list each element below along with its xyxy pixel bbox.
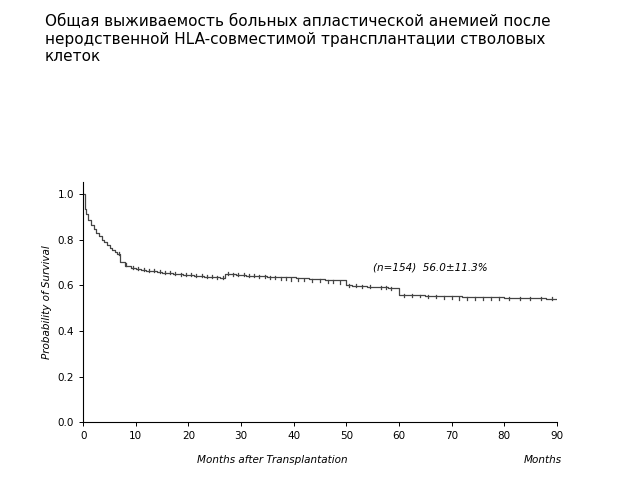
Text: Months: Months <box>524 455 561 465</box>
Text: Общая выживаемость больных апластической анемией после
неродственной HLA-совмест: Общая выживаемость больных апластической… <box>45 14 550 64</box>
Y-axis label: Probability of Survival: Probability of Survival <box>42 246 52 359</box>
Text: (n=154)  56.0±11.3%: (n=154) 56.0±11.3% <box>372 263 487 272</box>
Text: Months after Transplantation: Months after Transplantation <box>197 455 348 465</box>
